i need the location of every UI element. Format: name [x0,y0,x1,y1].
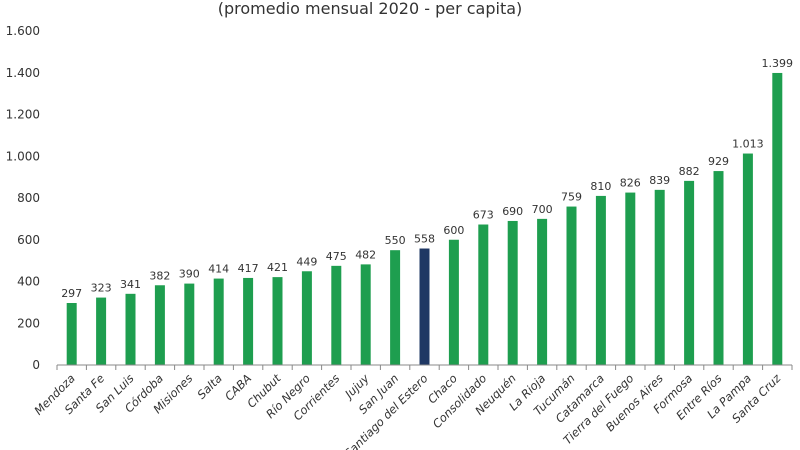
data-label: 673 [473,209,494,222]
bars: 297 323 341 382 390 414 417 421 449 475 482 550 558 6… [61,57,794,366]
data-label: 341 [120,278,141,291]
y-tick-label: 600 [17,233,40,247]
data-label: 449 [296,255,317,268]
bar [478,224,489,365]
data-label: 414 [208,263,229,276]
data-label: 417 [238,262,259,275]
y-tick-label: 1.600 [6,24,40,38]
y-axis: 0 200 400 600 800 1.000 1.200 1.400 1.600 [6,24,40,372]
data-label: 421 [267,261,288,274]
bar [243,277,254,365]
y-tick-label: 200 [17,316,40,330]
data-label: 929 [708,155,729,168]
bar [684,180,695,365]
bar [125,293,136,365]
data-label: 690 [502,205,523,218]
bar [654,189,665,365]
bar [96,297,107,365]
bar [390,250,401,365]
y-tick-label: 400 [17,275,40,289]
chart-title: (promedio mensual 2020 - per capita) [218,0,523,18]
bar [419,248,430,365]
y-tick-label: 1.200 [6,108,40,122]
bar [566,206,577,365]
bar [301,271,312,365]
data-label: 810 [590,180,611,193]
data-label: 382 [149,269,170,282]
y-tick-label: 1.000 [6,149,40,163]
bar [595,195,606,365]
bar [448,239,459,365]
y-tick-label: 0 [32,358,40,372]
bar [772,72,783,366]
bar [184,283,195,365]
bar [331,265,342,365]
bar [537,218,548,365]
data-label: 323 [91,282,112,295]
data-label: 1.399 [762,57,794,70]
y-tick-label: 1.400 [6,66,40,80]
data-label: 600 [443,224,464,237]
bar [713,171,724,365]
x-tick-label: Salta [194,371,224,401]
data-label: 700 [532,203,553,216]
bar [507,220,518,365]
bar [66,303,77,365]
data-label: 558 [414,233,435,246]
data-label: 297 [61,287,82,300]
bar [625,192,636,365]
y-tick-label: 800 [17,191,40,205]
data-label: 482 [355,248,376,261]
data-label: 550 [385,234,406,247]
data-label: 475 [326,250,347,263]
bar [360,264,371,365]
bar [213,278,224,365]
data-label: 390 [179,268,200,281]
data-label: 759 [561,191,582,204]
data-label: 839 [649,174,670,187]
data-label: 882 [679,165,700,178]
data-label: 1.013 [732,138,764,151]
bar [272,277,283,365]
bar [742,153,753,365]
bar [154,285,165,365]
data-label: 826 [620,177,641,190]
